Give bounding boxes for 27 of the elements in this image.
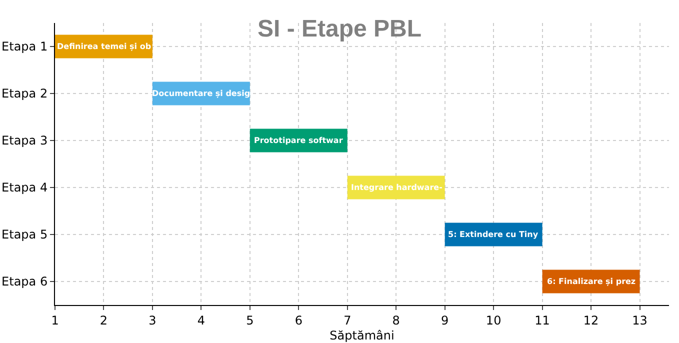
x-tick-label: 3	[148, 313, 156, 328]
chart-title: SI - Etape PBL	[257, 16, 422, 43]
annotation: Documentare și desig	[152, 89, 250, 98]
annotation: Prototipare softwar	[254, 136, 343, 145]
annotation: 5: Extindere cu Tiny	[448, 230, 539, 239]
annotation: Definirea temei și ob	[57, 42, 152, 51]
annotation: Integrare hardware-	[351, 183, 442, 192]
x-tick-label: 13	[632, 313, 648, 328]
x-tick-label: 2	[100, 313, 108, 328]
y-tick-label: Etapa 1	[2, 40, 48, 54]
x-tick-label: 11	[534, 313, 550, 328]
x-tick-label: 5	[246, 313, 254, 328]
x-tick-label: 12	[583, 313, 599, 328]
x-tick-label: 9	[441, 313, 449, 328]
x-tick-label: 4	[197, 313, 206, 328]
annotation: 6: Finalizare și prez	[547, 277, 636, 286]
y-tick-label: Etapa 6	[2, 274, 48, 289]
y-tick-label: Etapa 4	[2, 180, 48, 195]
y-tick-label: Etapa 2	[2, 86, 48, 101]
x-tick-label: 6	[294, 313, 302, 328]
y-tick-label: Etapa 3	[2, 134, 48, 148]
x-tick-label: 1	[51, 313, 59, 328]
x-axis-title: Săptămâni	[330, 328, 394, 342]
y-tick-label: Etapa 5	[2, 228, 48, 242]
x-tick-label: 10	[486, 313, 502, 328]
x-tick-label: 7	[344, 313, 352, 328]
x-tick-label: 8	[392, 313, 400, 328]
